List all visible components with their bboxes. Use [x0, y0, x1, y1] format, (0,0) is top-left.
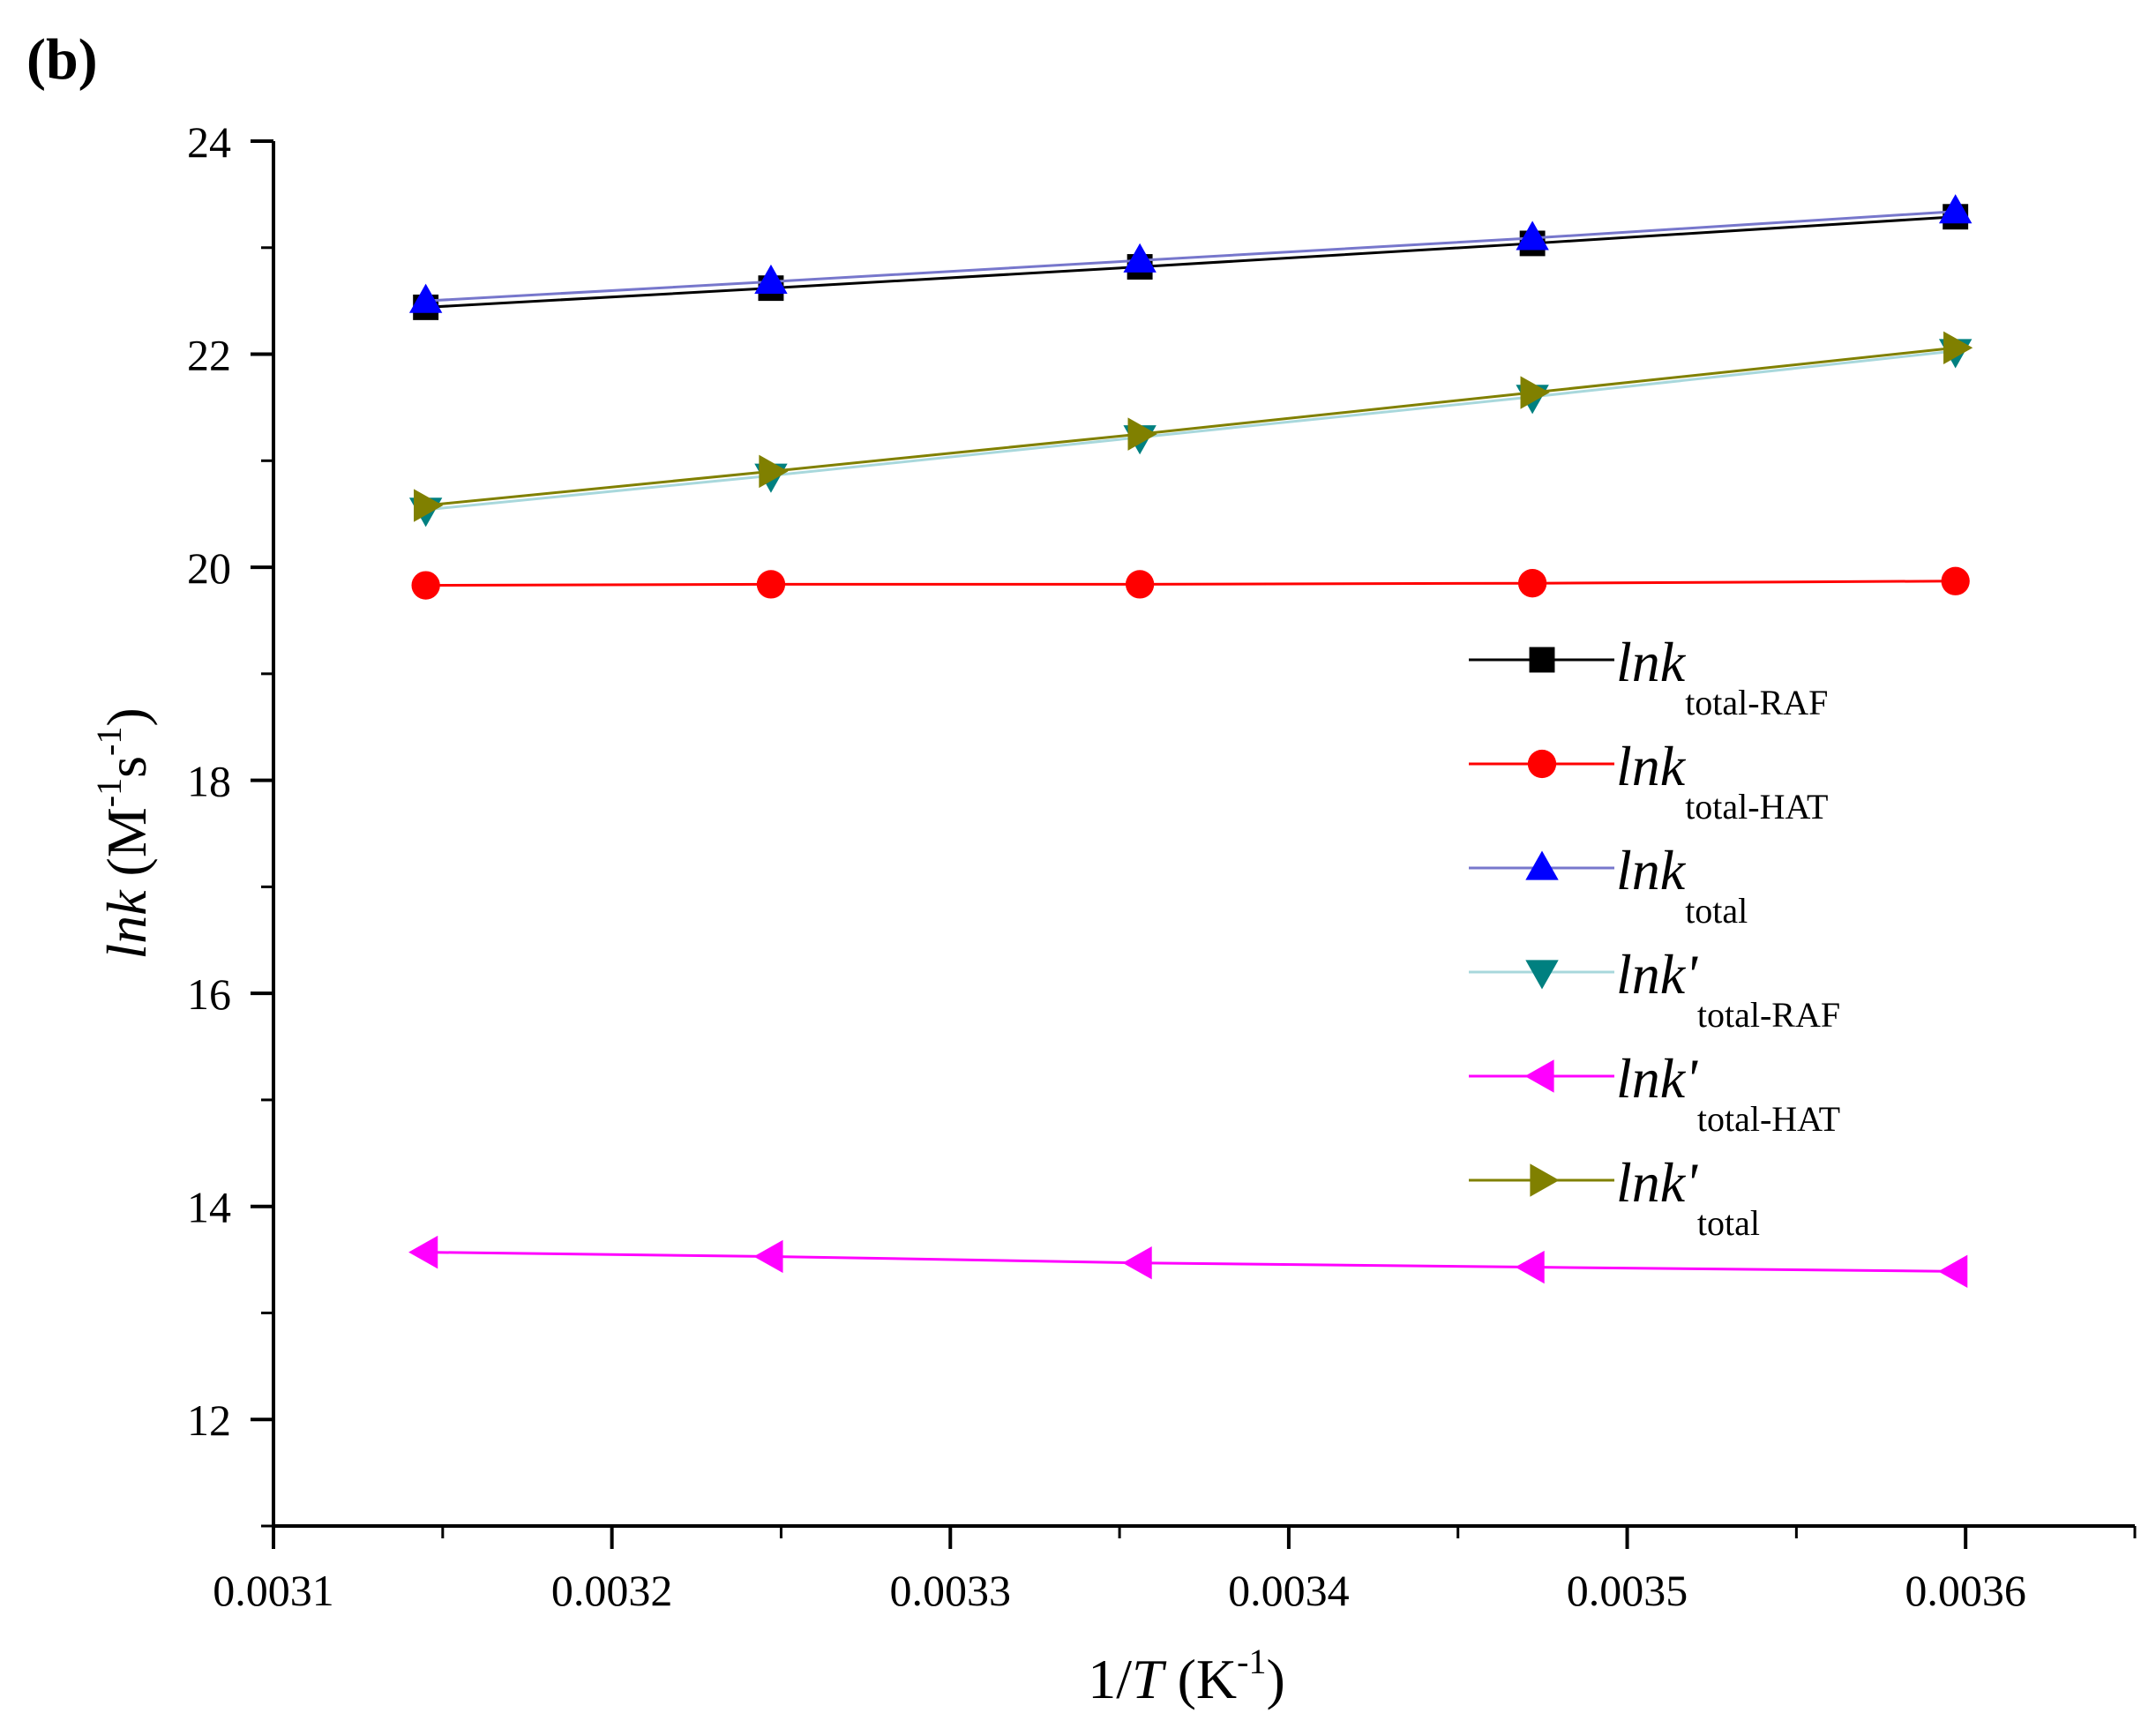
- data-point: [753, 1239, 783, 1274]
- data-point: [1938, 1254, 1968, 1289]
- series-6: [414, 331, 1973, 522]
- legend-label: lnk'total-HAT: [1616, 1047, 1840, 1139]
- data-point: [1517, 569, 1547, 598]
- y-axis-label-unit: (M: [95, 807, 158, 890]
- data-point: [756, 570, 786, 599]
- x-axis-label-exponent: -1: [1237, 1642, 1266, 1681]
- y-tick-label: 22: [187, 331, 231, 380]
- data-point: [754, 264, 788, 295]
- y-tick-label: 16: [187, 969, 231, 1019]
- data-point: [414, 489, 444, 522]
- legend-label-subscript: total-RAF: [1697, 995, 1840, 1035]
- y-tick-label: 24: [187, 117, 231, 167]
- legend-label: lnktotal-RAF: [1616, 631, 1828, 722]
- legend-label: lnk'total-RAF: [1616, 943, 1840, 1035]
- legend-label-base: lnk: [1616, 631, 1687, 693]
- data-point: [759, 454, 789, 489]
- legend-label-base: lnk: [1616, 735, 1687, 797]
- panel-label: (b): [26, 27, 98, 92]
- x-tick-label: 0.0033: [890, 1566, 1012, 1615]
- data-point: [1122, 1246, 1152, 1280]
- legend-label-subscript: total-RAF: [1685, 683, 1828, 722]
- legend-marker: [1527, 749, 1557, 779]
- y-tick-label: 20: [187, 543, 231, 593]
- y-axis-label-exponent-2: -1: [89, 727, 129, 756]
- legend-label-subscript: total: [1697, 1203, 1760, 1243]
- y-axis-label-variable: lnk: [95, 889, 158, 960]
- legend-label-base: lnk': [1616, 1047, 1698, 1110]
- x-axis-label: 1/T (K-1): [1088, 1642, 1285, 1710]
- y-axis-label-close: ): [95, 707, 158, 726]
- data-point: [411, 571, 440, 600]
- x-axis-label-close: ): [1266, 1648, 1284, 1710]
- legend-item: lnktotal-RAF: [1469, 631, 1828, 722]
- legend-label-base: lnk': [1616, 1151, 1698, 1214]
- legend-item: lnk'total: [1469, 1151, 1760, 1243]
- legend-label: lnktotal: [1616, 839, 1748, 931]
- legend-label-subscript: total-HAT: [1685, 787, 1828, 827]
- series-1: [413, 204, 1969, 320]
- legend-label-base: lnk: [1616, 839, 1687, 901]
- data-point: [1516, 221, 1549, 251]
- data-point: [1520, 376, 1550, 409]
- legend-marker: [1525, 850, 1559, 880]
- legend-marker: [1525, 960, 1559, 990]
- series-4: [408, 339, 1973, 527]
- y-tick-label: 18: [187, 757, 231, 806]
- legend-item: lnk'total-HAT: [1469, 1047, 1840, 1139]
- legend-label-base: lnk': [1616, 943, 1698, 1006]
- legend-label-subscript: total: [1685, 891, 1748, 931]
- legend-label: lnktotal-HAT: [1616, 735, 1828, 827]
- series-3: [408, 194, 1973, 313]
- x-tick-label: 0.0032: [551, 1566, 673, 1615]
- series-line: [425, 215, 1956, 309]
- series-line: [425, 346, 1956, 507]
- x-tick-label: 0.0031: [213, 1566, 334, 1615]
- x-tick-label: 0.0034: [1228, 1566, 1350, 1615]
- x-axis-label-unit: (K: [1164, 1648, 1238, 1710]
- legend-marker: [1529, 647, 1555, 673]
- legend-item: lnktotal: [1469, 839, 1748, 931]
- series-line: [425, 580, 1956, 587]
- series-2: [411, 566, 1970, 600]
- data-point: [1123, 243, 1157, 273]
- x-axis-label-prefix: 1/: [1088, 1648, 1132, 1710]
- y-axis-label-unit-s: s: [95, 756, 158, 778]
- legend-label: lnk'total: [1616, 1151, 1760, 1243]
- data-point: [1943, 331, 1973, 364]
- x-tick-label: 0.0036: [1905, 1566, 2026, 1615]
- legend-item: lnk'total-RAF: [1469, 943, 1840, 1035]
- y-axis-label-exponent-1: -1: [89, 778, 129, 807]
- legend-marker: [1530, 1163, 1560, 1197]
- data-point: [1125, 570, 1155, 599]
- data-point: [408, 283, 443, 313]
- series-line: [425, 349, 1956, 512]
- legend-marker: [1524, 1059, 1554, 1093]
- data-point: [1941, 566, 1970, 595]
- y-tick-label: 14: [187, 1183, 231, 1232]
- series-line: [425, 210, 1956, 303]
- series-5: [408, 1235, 1968, 1289]
- data-point: [1515, 1250, 1545, 1284]
- data-point: [408, 1235, 438, 1269]
- legend-label-subscript: total-HAT: [1697, 1099, 1840, 1139]
- series-line: [425, 1251, 1956, 1273]
- data-point: [1127, 417, 1157, 451]
- y-axis-label: lnk (M-1s-1): [89, 707, 158, 959]
- x-axis-label-variable: T: [1132, 1648, 1167, 1710]
- y-tick-label: 12: [187, 1395, 231, 1445]
- legend-item: lnktotal-HAT: [1469, 735, 1828, 827]
- x-tick-label: 0.0035: [1567, 1566, 1688, 1615]
- legend: lnktotal-RAFlnktotal-HATlnktotallnk'tota…: [1469, 631, 1840, 1243]
- data-point: [1938, 194, 1973, 224]
